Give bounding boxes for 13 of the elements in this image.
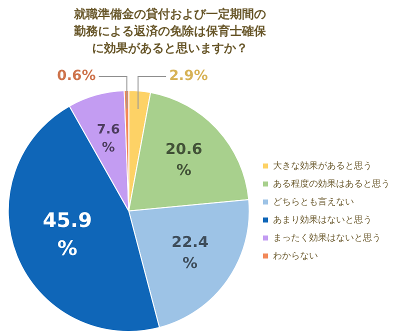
legend-label: まったく効果はないと思う: [273, 232, 381, 244]
data-label: 0.6%: [56, 68, 96, 84]
data-label: 2.9%: [169, 68, 208, 84]
chart-title: 就職準備金の貸付および一定期間の勤務による返済の免除は保育士確保に効果があると思いますか？: [73, 6, 267, 57]
data-label: 7.6%: [96, 122, 120, 156]
legend-label: どちらとも言えない: [273, 196, 354, 208]
legend-label: あまり効果はないと思う: [273, 214, 372, 226]
data-label: 45.9%: [42, 208, 92, 260]
legend-label: 大きな効果があると思う: [273, 160, 372, 172]
legend-label: ある程度の効果はあると思う: [273, 178, 390, 190]
data-label: 22.4%: [172, 233, 209, 272]
data-label: 20.6%: [165, 140, 202, 179]
legend-label: わからない: [273, 251, 318, 262]
